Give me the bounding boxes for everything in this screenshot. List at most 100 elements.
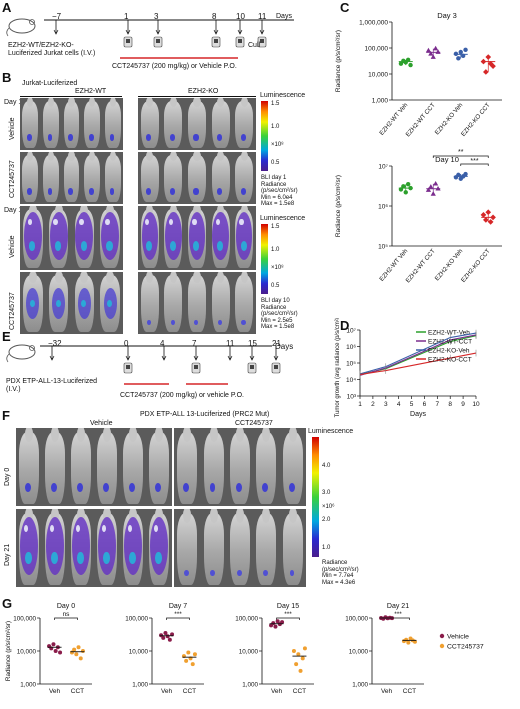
row-vehicle-2: Vehicle [9,235,16,258]
luminescence-signal [168,218,173,226]
data-point [192,652,197,657]
colorbar-f [312,437,319,557]
chart-title: Day 3 [437,11,457,20]
image-day1-vehicle-ko [138,98,256,150]
mouse-image [43,152,59,203]
luminescence-signal [27,218,33,226]
luminescence-signal [239,218,244,226]
imaging-icon-lens [126,39,130,43]
mouse-image [123,428,143,504]
y-tick-label: 10³ [347,394,357,401]
data-point [456,56,461,61]
mouse-image [19,428,39,504]
data-point [433,180,439,186]
panel-d-label: D [340,318,350,333]
mouse-image [188,98,206,149]
data-point [186,650,191,655]
panel-f-col-veh: Vehicle [90,420,113,427]
y-tick-label: 1,000 [372,98,389,105]
significance-label: *** [284,611,292,618]
luminescence-signal [153,524,159,533]
mouse-image [177,428,198,504]
data-point [425,47,432,53]
mouse-image [164,152,183,203]
significance-label: ns [63,611,71,618]
luminescence-signal [170,320,175,326]
day-label: 4 [160,339,165,348]
luminescence-signal [103,551,110,564]
series-line [359,334,477,376]
luminescence-signal [262,482,269,492]
x-tick-label: 3 [384,401,388,408]
chart-title: Day 21 [387,603,409,610]
mouse-image [63,98,80,149]
luminescence-signal [51,551,58,564]
panel-g-charts: 1,000 10,000 100,000 Day 0ns Veh CCT Radiance … [5,603,484,695]
luminescence-signal [109,188,115,195]
data-point [480,212,487,218]
data-point [483,217,489,223]
legend-label: Vehicle [447,634,469,641]
luminescence-signal [23,212,42,261]
chart-title: Day 7 [169,603,187,610]
chart-title: Day 15 [277,603,299,610]
luminescence-signal [240,188,246,195]
luminescence-signal [129,551,136,564]
f-tick: 2.0 [322,517,331,523]
panel-a-days-title: Days [276,13,292,20]
luminescence-signal [289,569,295,577]
data-point [167,637,172,642]
luminescence-signal [193,241,200,251]
y-tick-label: 10⁴ [346,377,356,384]
mouse-image [63,152,80,203]
chart-title: Day 10 [435,155,459,164]
day-label: 7 [192,339,197,348]
mouse-image [177,509,198,585]
imaging-icon-lens [214,39,218,43]
data-point [291,649,296,653]
x-tick-label: 1 [358,401,362,408]
mouse-image [282,428,303,504]
mouse-image [229,428,251,504]
x-axis-label: Days [410,411,426,418]
luminescence-signal [89,134,94,141]
imaging-icon-lens [194,365,198,369]
image-day1-vehicle-wt [20,98,123,150]
imaging-icon-lens [250,365,254,369]
y-axis-label: Radiance (p/s/cm²/sr) [335,175,342,237]
luminescence-signal [210,569,216,577]
data-point [294,662,299,667]
panel-a-treatment: CCT245737 (200 mg/kg) or Vehicle P.O. [112,63,237,70]
luminescence-signal [146,241,153,251]
luminescence-signal [54,241,62,251]
x-tick-label: 8 [448,401,452,408]
luminescence-signal [79,218,84,226]
x-tick-label: EZH2-WT CCT [405,248,437,285]
y-tick-label: 100,000 [235,616,258,623]
luminescence-signal [107,299,113,308]
data-point [80,649,85,653]
chart-title: Day 0 [57,603,75,610]
luminescence-signal [217,320,222,326]
arrow-icon [273,355,279,361]
wt-underline [20,96,122,97]
imaging-icon-lens [238,39,242,43]
significance-label: ** [458,149,464,156]
data-point [425,187,432,192]
luminescence-signal [101,524,107,533]
x-tick-label: EZH2-KO Veh [434,101,465,136]
day-label: 11 [258,12,267,21]
legend-swatch [439,633,445,639]
data-point [405,57,411,63]
b2-tick-top: 1.5 [271,224,280,230]
mouse-image [211,272,230,333]
mouse-image [256,428,277,504]
x-tick-label: EZH2-WT Veh [378,101,409,136]
row-cct-1: CCT245737 [9,160,16,198]
mouse-image [256,509,277,585]
luminescence-signal [240,134,246,141]
day-label: 8 [212,12,217,21]
panel-f-col-cct: CCT245737 [235,420,273,427]
luminescence-signal [217,188,223,195]
